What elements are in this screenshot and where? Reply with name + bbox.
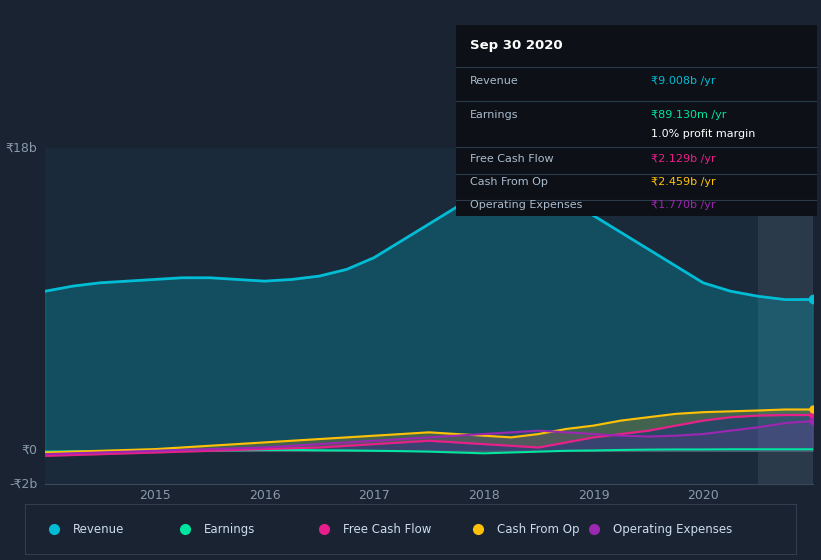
Text: ₹0: ₹0 <box>21 444 38 458</box>
Text: ₹2.129b /yr: ₹2.129b /yr <box>651 154 715 164</box>
Text: Earnings: Earnings <box>204 522 255 536</box>
Text: Revenue: Revenue <box>470 76 519 86</box>
Text: Sep 30 2020: Sep 30 2020 <box>470 39 562 52</box>
Text: ₹2.459b /yr: ₹2.459b /yr <box>651 177 715 187</box>
Text: Free Cash Flow: Free Cash Flow <box>342 522 431 536</box>
Text: ₹18b: ₹18b <box>6 142 38 155</box>
Text: ₹89.130m /yr: ₹89.130m /yr <box>651 110 726 120</box>
Text: 1.0% profit margin: 1.0% profit margin <box>651 129 755 139</box>
Text: Cash From Op: Cash From Op <box>497 522 580 536</box>
Text: ₹9.008b /yr: ₹9.008b /yr <box>651 76 715 86</box>
Bar <box>758 148 813 484</box>
Text: Earnings: Earnings <box>470 110 519 120</box>
Text: Free Cash Flow: Free Cash Flow <box>470 154 553 164</box>
Text: Operating Expenses: Operating Expenses <box>612 522 732 536</box>
Text: Operating Expenses: Operating Expenses <box>470 200 582 210</box>
Text: -₹2b: -₹2b <box>9 478 38 491</box>
Text: Revenue: Revenue <box>72 522 124 536</box>
Text: ₹1.770b /yr: ₹1.770b /yr <box>651 200 715 210</box>
Text: Cash From Op: Cash From Op <box>470 177 548 187</box>
